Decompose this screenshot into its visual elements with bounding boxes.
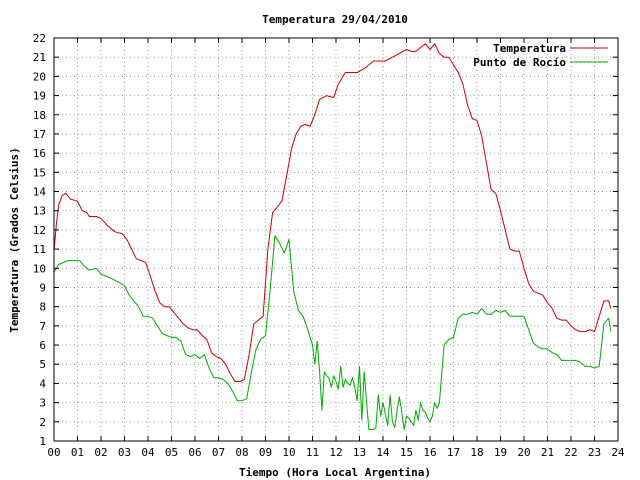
x-tick-label: 08	[235, 446, 248, 459]
x-tick-label: 18	[470, 446, 483, 459]
y-tick-label: 3	[39, 397, 46, 410]
x-tick-label: 10	[282, 446, 295, 459]
x-tick-label: 01	[71, 446, 84, 459]
x-tick-label: 23	[588, 446, 601, 459]
x-tick-label: 05	[165, 446, 178, 459]
y-tick-label: 17	[33, 128, 46, 141]
legend-label-punto-de-rocio: Punto de Rocío	[473, 56, 566, 69]
y-tick-label: 13	[33, 205, 46, 218]
x-tick-label: 11	[306, 446, 319, 459]
x-tick-label: 17	[447, 446, 460, 459]
y-tick-label: 14	[33, 186, 47, 199]
legend: Temperatura Punto de Rocío	[473, 42, 608, 69]
x-tick-label: 24	[611, 446, 625, 459]
x-tick-label: 20	[517, 446, 530, 459]
series-line-temperatura	[53, 43, 612, 382]
y-tick-label: 6	[39, 339, 46, 352]
series-line-punto-de-rocio	[53, 235, 612, 430]
x-tick-label: 15	[400, 446, 413, 459]
y-tick-label: 9	[39, 281, 46, 294]
y-tick-label: 22	[33, 32, 46, 45]
x-tick-label: 19	[494, 446, 507, 459]
y-tick-label: 21	[33, 51, 46, 64]
x-tick-label: 12	[329, 446, 342, 459]
y-tick-label: 16	[33, 147, 46, 160]
x-tick-label: 00	[47, 446, 60, 459]
y-tick-label: 4	[39, 377, 46, 390]
x-tick-label: 04	[141, 446, 155, 459]
y-tick-label: 1	[39, 435, 46, 448]
series-layer	[53, 43, 612, 430]
x-axis-ticks: 00 01 02 03 04 05 06 07 08 09 10 11 12 13 14 15 16 17 18 19…	[47, 38, 625, 459]
y-tick-label: 20	[33, 70, 46, 83]
legend-label-temperatura: Temperatura	[493, 42, 566, 55]
y-tick-label: 2	[39, 416, 46, 429]
x-tick-label: 09	[259, 446, 272, 459]
x-tick-label: 07	[212, 446, 225, 459]
x-axis-label: Tiempo (Hora Local Argentina)	[239, 466, 431, 479]
y-tick-label: 18	[33, 109, 46, 122]
x-tick-label: 21	[541, 446, 554, 459]
y-tick-label: 11	[33, 243, 46, 256]
y-tick-label: 19	[33, 90, 46, 103]
y-tick-label: 7	[39, 320, 46, 333]
y-tick-label: 5	[39, 358, 46, 371]
x-tick-label: 03	[118, 446, 131, 459]
chart-title: Temperatura 29/04/2010	[262, 13, 408, 26]
x-tick-label: 02	[94, 446, 107, 459]
y-tick-label: 12	[33, 224, 46, 237]
x-tick-label: 16	[423, 446, 436, 459]
x-tick-label: 14	[376, 446, 390, 459]
y-tick-label: 8	[39, 301, 46, 314]
x-tick-label: 22	[564, 446, 577, 459]
y-axis-label: Temperatura (Grados Celsius)	[8, 147, 21, 332]
x-tick-label: 13	[353, 446, 366, 459]
y-tick-label: 10	[33, 262, 46, 275]
x-tick-label: 06	[188, 446, 201, 459]
y-tick-label: 15	[33, 166, 46, 179]
